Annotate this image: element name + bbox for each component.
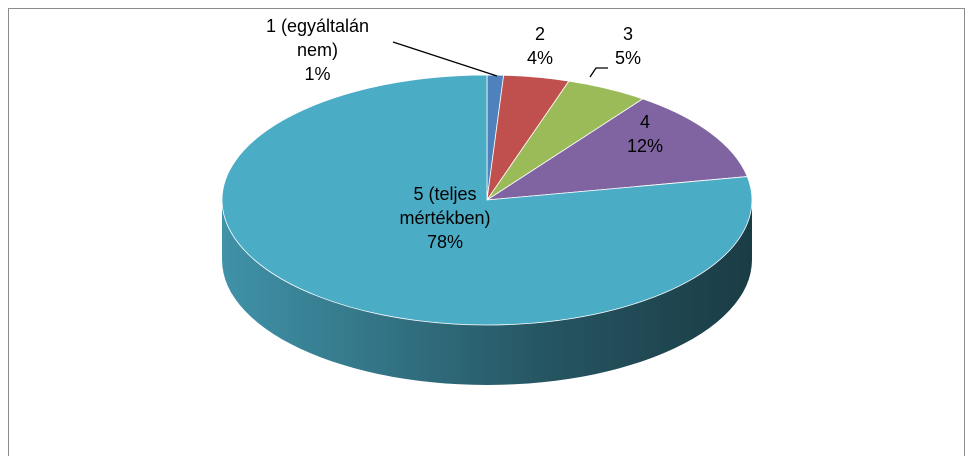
data-label: 5 (teljes mértékben) 78% (375, 182, 515, 254)
leader-line (392, 41, 498, 77)
percent-label: 1% (304, 64, 331, 84)
category-label: 1 (egyáltalán nem) (265, 16, 370, 60)
leader-line (589, 67, 608, 78)
data-label: 4 12% (615, 110, 675, 158)
data-label: 3 5% (598, 22, 658, 70)
category-label: 3 (622, 24, 633, 44)
category-label: 5 (teljes mértékben) (399, 184, 491, 228)
category-label: 2 (534, 24, 545, 44)
chart-frame (8, 8, 965, 456)
slice-side (222, 200, 752, 385)
percent-label: 5% (614, 48, 641, 68)
percent-label: 4% (526, 48, 553, 68)
slice (221, 74, 753, 326)
slice (486, 98, 748, 201)
percent-label: 12% (626, 136, 664, 156)
percent-label: 78% (426, 232, 464, 252)
data-label: 2 4% (510, 22, 570, 70)
pie (221, 74, 753, 385)
category-label: 4 (639, 112, 650, 132)
data-label: 1 (egyáltalán nem) 1% (250, 14, 385, 86)
